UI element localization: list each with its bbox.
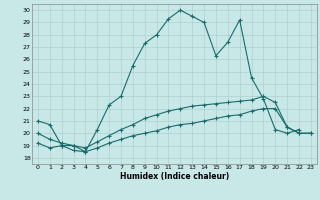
X-axis label: Humidex (Indice chaleur): Humidex (Indice chaleur) [120, 172, 229, 181]
